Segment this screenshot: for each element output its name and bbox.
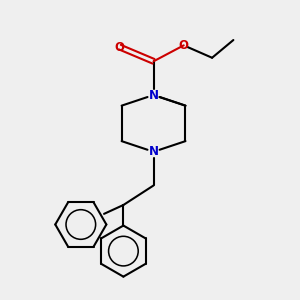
Text: N: N (148, 88, 158, 101)
Text: O: O (179, 39, 189, 52)
Text: O: O (115, 40, 125, 54)
Text: N: N (148, 145, 158, 158)
